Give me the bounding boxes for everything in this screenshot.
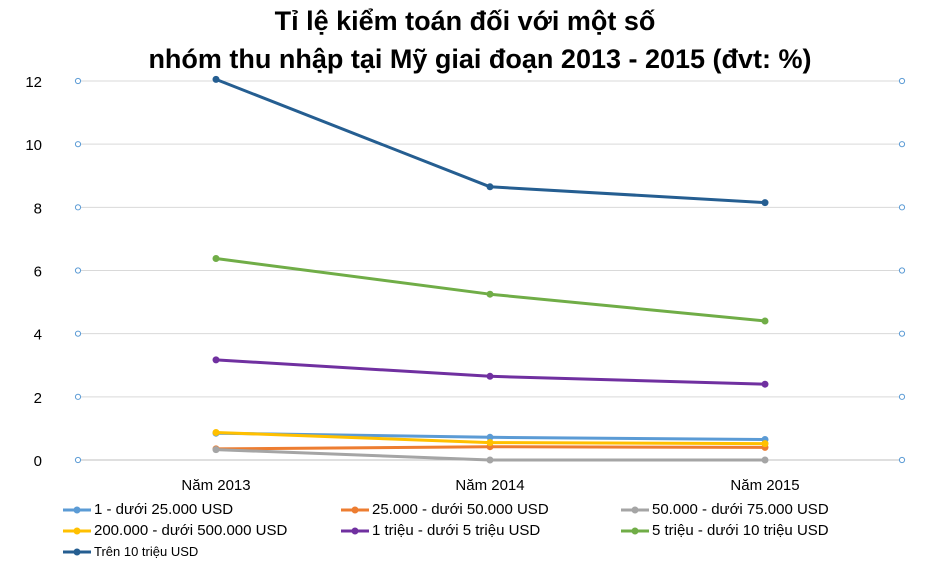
y-tick-label-10: 10 <box>25 137 42 154</box>
legend-label-3: 50.000 - dưới 75.000 USD <box>652 501 829 518</box>
axis-marker-right-10 <box>898 141 906 148</box>
legend-swatch-7 <box>63 548 91 556</box>
legend-swatch-3 <box>621 506 649 514</box>
legend-label-4: 200.000 - dưới 500.000 USD <box>94 522 288 539</box>
x-tick-label-2: Năm 2014 <box>455 477 524 494</box>
y-tick-label-8: 8 <box>34 200 42 217</box>
axis-marker-right-2 <box>898 393 906 400</box>
legend-label-7: Trên 10 triệu USD <box>94 544 199 559</box>
axis-marker-right-6 <box>898 267 906 274</box>
series-5-point-3 <box>761 380 769 388</box>
y-tick-label-12: 12 <box>25 74 42 91</box>
legend-label-6: 5 triệu - dưới 10 triệu USD <box>652 522 829 539</box>
series-line-5 <box>214 358 767 386</box>
axis-marker-left-10 <box>74 141 82 148</box>
axis-marker-right-8 <box>898 204 906 211</box>
legend-label-1: 1 - dưới 25.000 USD <box>94 501 234 518</box>
series-4-point-3 <box>761 440 769 448</box>
series-3-point-3 <box>761 456 769 464</box>
axis-marker-left-2 <box>74 393 82 400</box>
legend-swatch-6 <box>621 527 649 535</box>
y-tick-label-4: 4 <box>34 327 42 344</box>
axis-marker-right-4 <box>898 330 906 337</box>
y-tick-label-6: 6 <box>34 264 42 281</box>
series-4-point-2 <box>486 439 494 447</box>
legend-swatch-1 <box>63 506 91 514</box>
axis-marker-left-6 <box>74 267 82 274</box>
series-6-point-2 <box>486 290 494 298</box>
axis-marker-left-8 <box>74 204 82 211</box>
chart-title-line1: Tỉ lệ kiểm toán đối với một số <box>274 6 656 36</box>
x-tick-label-3: Năm 2015 <box>730 477 799 494</box>
series-4-point-1 <box>212 429 220 436</box>
legend-swatch-4 <box>63 527 91 535</box>
series-3-point-2 <box>486 456 494 464</box>
axis-marker-right-12 <box>898 77 906 85</box>
series-1-point-2 <box>486 433 494 441</box>
series-3-point-1 <box>212 446 220 454</box>
line-chart: 0 2 4 6 8 10 12 Năm 2013 Năm 2014 Năm 2015 <box>25 74 906 494</box>
series-7-point-2 <box>486 183 494 191</box>
legend-swatch-5 <box>341 527 369 535</box>
axis-marker-left-12 <box>74 77 82 85</box>
axis-marker-right-0 <box>898 456 906 464</box>
series-6-point-1 <box>212 255 220 262</box>
series-line-6 <box>214 257 767 323</box>
series-7-point-1 <box>212 75 220 83</box>
x-tick-label-1: Năm 2013 <box>181 477 250 494</box>
chart-title: Tỉ lệ kiểm toán đối với một số nhóm thu … <box>0 2 930 78</box>
chart-title-line2: nhóm thu nhập tại Mỹ giai đoạn 2013 - 20… <box>148 44 812 74</box>
series-7-point-3 <box>761 199 769 207</box>
axis-marker-left-4 <box>74 330 82 337</box>
legend-label-5: 1 triệu - dưới 5 triệu USD <box>372 522 541 539</box>
y-tick-label-0: 0 <box>34 453 42 470</box>
series-5-point-2 <box>486 372 494 380</box>
legend-label-2: 25.000 - dưới 50.000 USD <box>372 501 549 518</box>
legend-swatch-2 <box>341 506 369 514</box>
series-5-point-1 <box>212 356 220 364</box>
y-tick-label-2: 2 <box>34 390 42 407</box>
axis-marker-left-0 <box>74 456 82 464</box>
series-6-point-3 <box>761 317 769 325</box>
